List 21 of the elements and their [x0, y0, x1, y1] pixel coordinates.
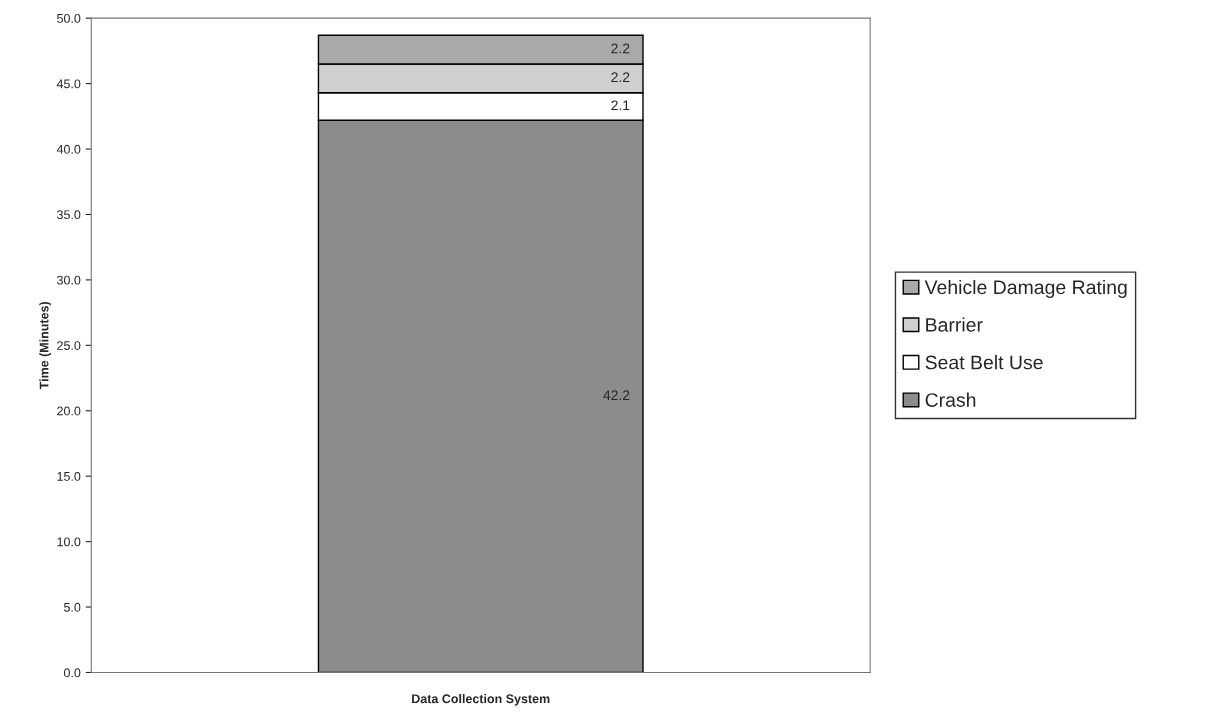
y-tick-label: 35.0: [57, 210, 81, 220]
y-tick-label: 40.0: [56, 144, 81, 154]
legend-label: Seat Belt Use: [925, 355, 1043, 370]
data-label: 2.1: [611, 100, 630, 111]
y-tick-label: 15.0: [57, 471, 81, 481]
x-axis-title: Data Collection System: [412, 694, 550, 706]
data-label: 2.2: [611, 72, 630, 82]
y-tick-label: 5.0: [63, 602, 81, 612]
data-label: 2.2: [611, 43, 630, 54]
data-label: 42.2: [603, 390, 630, 400]
y-tick-label: 45.0: [56, 79, 81, 89]
y-tick-label: 30.0: [57, 275, 81, 285]
y-tick-label: 25.0: [57, 341, 81, 350]
y-tick-label: 10.0: [57, 537, 81, 547]
y-axis-title: Time (Minutes): [39, 301, 51, 390]
y-tick-label: 20.0: [57, 406, 81, 416]
y-tick-label: 0.0: [63, 668, 81, 678]
legend-label: Barrier: [926, 317, 983, 332]
y-tick-label: 50.0: [57, 13, 81, 23]
legend-label: Vehicle Damage Rating: [924, 279, 1127, 299]
legend-label: Crash: [925, 392, 976, 407]
